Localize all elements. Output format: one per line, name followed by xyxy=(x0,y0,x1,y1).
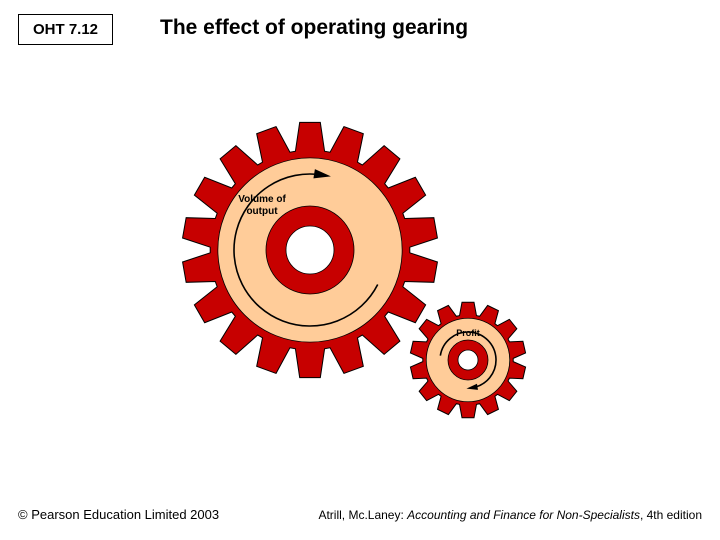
footer-copyright: © Pearson Education Limited 2003 xyxy=(18,507,219,522)
footer-book-title: Accounting and Finance for Non-Specialis… xyxy=(407,508,640,522)
page-title: The effect of operating gearing xyxy=(160,16,468,40)
gear-small: Profit xyxy=(410,302,525,417)
oht-label-box: OHT 7.12 xyxy=(18,14,113,45)
footer-authors: Atrill, Mc.Laney: xyxy=(318,508,407,522)
footer-edition: , 4th edition xyxy=(640,508,702,522)
svg-text:output: output xyxy=(246,206,278,217)
svg-text:Volume of: Volume of xyxy=(238,194,286,205)
svg-text:Profit: Profit xyxy=(456,328,480,338)
gear-large: Volume ofoutput xyxy=(183,122,438,377)
gearing-diagram: Volume ofoutput Profit xyxy=(170,110,550,450)
footer-attribution: Atrill, Mc.Laney: Accounting and Finance… xyxy=(318,508,702,522)
oht-label: OHT 7.12 xyxy=(33,21,98,38)
